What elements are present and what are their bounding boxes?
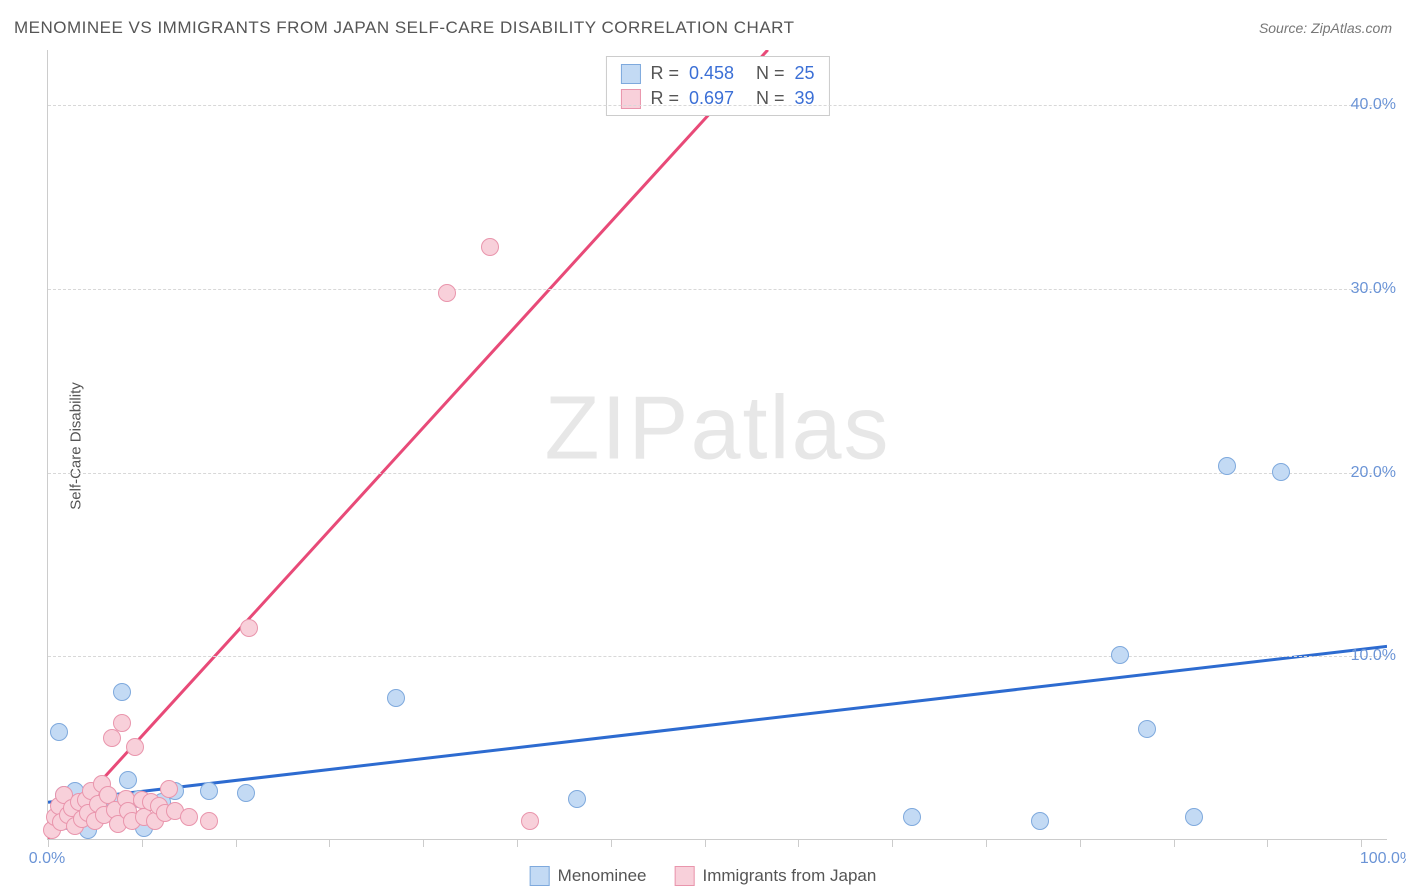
y-tick-label: 20.0% (1351, 464, 1396, 482)
x-tick-label-min: 0.0% (29, 850, 65, 868)
trend-lines (48, 50, 1387, 839)
watermark: ZIPatlas (544, 377, 890, 480)
data-point (200, 782, 218, 800)
swatch-menominee (530, 866, 550, 886)
data-point (1138, 720, 1156, 738)
data-point (481, 238, 499, 256)
y-tick-label: 30.0% (1351, 280, 1396, 298)
data-point (1272, 463, 1290, 481)
y-tick-label: 10.0% (1351, 647, 1396, 665)
data-point (50, 723, 68, 741)
data-point (1031, 812, 1049, 830)
legend-row-japan: R = 0.697 N = 39 (620, 86, 814, 111)
legend-item-menominee: Menominee (530, 866, 647, 886)
data-point (387, 689, 405, 707)
swatch-japan (674, 866, 694, 886)
data-point (113, 714, 131, 732)
data-point (521, 812, 539, 830)
data-point (237, 784, 255, 802)
swatch-menominee (620, 64, 640, 84)
data-point (180, 808, 198, 826)
legend-row-menominee: R = 0.458 N = 25 (620, 61, 814, 86)
legend-correlation: R = 0.458 N = 25 R = 0.697 N = 39 (605, 56, 829, 116)
legend-series: Menominee Immigrants from Japan (530, 866, 877, 886)
source-attribution: Source: ZipAtlas.com (1259, 20, 1392, 36)
header: MENOMINEE VS IMMIGRANTS FROM JAPAN SELF-… (14, 18, 1392, 38)
data-point (200, 812, 218, 830)
legend-item-japan: Immigrants from Japan (674, 866, 876, 886)
data-point (1111, 646, 1129, 664)
data-point (119, 771, 137, 789)
data-point (903, 808, 921, 826)
data-point (1218, 457, 1236, 475)
scatter-plot: ZIPatlas R = 0.458 N = 25 R = 0.697 N = … (47, 50, 1387, 840)
y-tick-label: 40.0% (1351, 96, 1396, 114)
x-tick-label-max: 100.0% (1360, 850, 1406, 868)
data-point (438, 284, 456, 302)
chart-title: MENOMINEE VS IMMIGRANTS FROM JAPAN SELF-… (14, 18, 795, 38)
data-point (568, 790, 586, 808)
data-point (160, 780, 178, 798)
data-point (113, 683, 131, 701)
data-point (240, 619, 258, 637)
data-point (126, 738, 144, 756)
data-point (1185, 808, 1203, 826)
